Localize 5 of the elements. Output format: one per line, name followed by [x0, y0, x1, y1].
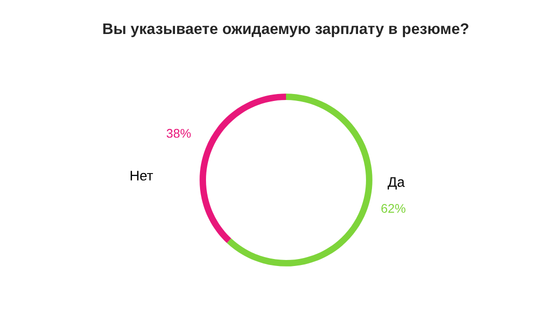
data-label: 38% [166, 128, 191, 138]
chart-title: Вы указываете ожидаемую зарплату в резюме? [103, 23, 468, 38]
slice-label: Нет [130, 170, 153, 181]
slice-label: Да [388, 177, 405, 190]
data-label: 62% [381, 204, 406, 213]
